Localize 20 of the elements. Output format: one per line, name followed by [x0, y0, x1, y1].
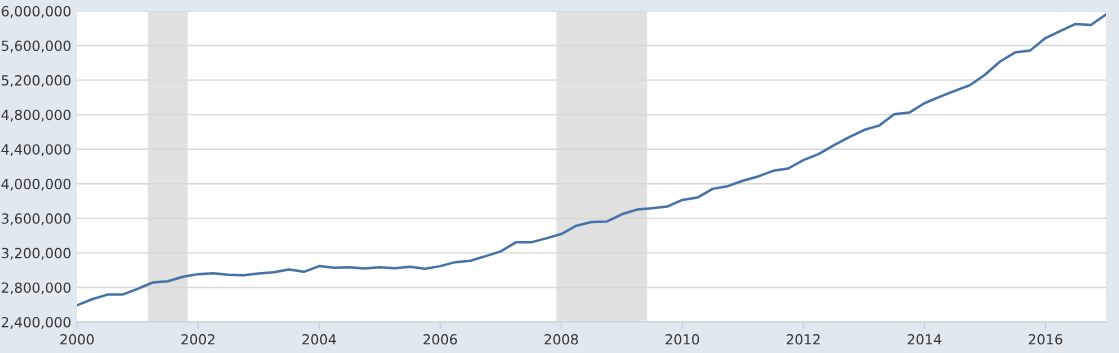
x-tick-label: 2008 [544, 334, 578, 345]
y-tick-label: 5,600,000 [1, 40, 71, 53]
y-tick-label: 4,400,000 [1, 144, 71, 157]
y-tick-label: 4,800,000 [1, 109, 71, 122]
y-tick-label: 6,000,000 [1, 5, 71, 18]
y-tick-label: 4,000,000 [1, 178, 71, 191]
x-tick-label: 2012 [786, 334, 820, 345]
y-tick-label: 2,800,000 [1, 282, 71, 295]
y-tick-label: 3,600,000 [1, 213, 71, 226]
x-tick-label: 2002 [181, 334, 215, 345]
x-tick-label: 2010 [665, 334, 700, 345]
y-tick-label: 3,200,000 [1, 247, 71, 260]
x-tick-label: 2006 [423, 334, 457, 345]
x-tick-label: 2016 [1028, 334, 1063, 345]
y-tick-label: 2,400,000 [1, 316, 71, 329]
x-tick-label: 2004 [302, 334, 337, 345]
line-series [77, 13, 1106, 307]
x-tick-label: 2014 [907, 334, 942, 345]
y-tick-label: 5,200,000 [1, 75, 71, 87]
x-tick-label: 2000 [60, 334, 94, 345]
